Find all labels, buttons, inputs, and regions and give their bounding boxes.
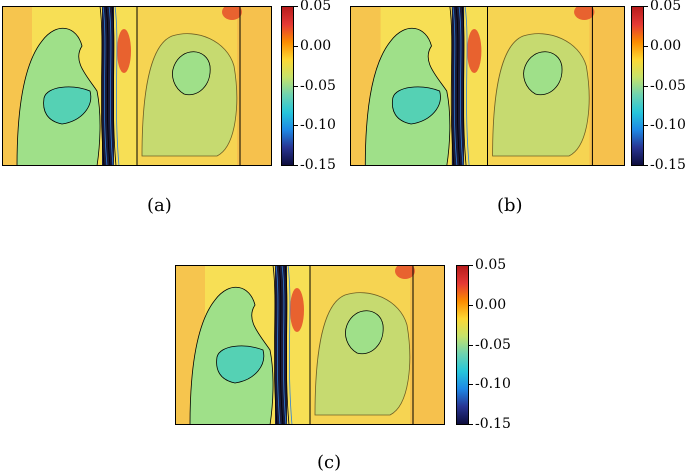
wake-contour bbox=[278, 265, 284, 425]
colorbar-b bbox=[631, 6, 644, 166]
cool-patch bbox=[523, 51, 563, 96]
colorbar-tick-label: 0.05 bbox=[475, 257, 507, 273]
contour-svg-c bbox=[175, 265, 445, 425]
hot-spot bbox=[117, 29, 131, 73]
panel-label-b: (b) bbox=[497, 195, 523, 216]
colorbar-tick-label: 0.00 bbox=[300, 37, 332, 54]
warm-edge-right bbox=[589, 6, 625, 166]
colorbar-tick-label: -0.10 bbox=[300, 117, 336, 134]
panel-label-c: (c) bbox=[317, 452, 342, 473]
wake-contour bbox=[287, 265, 293, 425]
hot-spot-top bbox=[395, 265, 415, 279]
wake-contour bbox=[275, 265, 281, 425]
wake-contour bbox=[272, 265, 278, 425]
hot-spot bbox=[290, 288, 304, 332]
colorbar-tick-label: -0.05 bbox=[300, 77, 336, 94]
wake-contour bbox=[455, 6, 461, 166]
colorbar-tick bbox=[644, 45, 648, 47]
colorbar-tick bbox=[644, 125, 648, 127]
panel-label-a: (a) bbox=[147, 195, 172, 216]
wake-contour bbox=[102, 6, 108, 166]
wake-contour bbox=[284, 265, 290, 425]
contour-map-a bbox=[2, 6, 272, 166]
cold-core bbox=[391, 86, 441, 125]
cool-patch bbox=[345, 310, 384, 355]
colorbar-tick-label: 0.05 bbox=[650, 0, 682, 14]
map-frame bbox=[175, 265, 445, 425]
colorbar-tick-label: -0.15 bbox=[650, 157, 685, 173]
wake-core bbox=[451, 6, 465, 166]
colorbar-tick bbox=[294, 45, 298, 47]
wake-contour bbox=[114, 6, 120, 166]
contour-svg-a bbox=[2, 6, 272, 166]
warm-edge-right bbox=[237, 6, 272, 166]
wake-contour bbox=[281, 265, 287, 425]
colorbar-tick bbox=[294, 85, 298, 87]
colorbar-tick-label: -0.10 bbox=[650, 117, 685, 134]
hot-spot-top bbox=[574, 6, 595, 20]
colorbar-a bbox=[281, 6, 294, 166]
contour-map-b bbox=[350, 6, 625, 166]
wake-contour bbox=[99, 6, 105, 166]
colorbar-tick bbox=[469, 384, 473, 386]
contour-svg-b bbox=[350, 6, 625, 166]
colorbar-tick-label: 0.00 bbox=[475, 296, 507, 313]
contour-map-c bbox=[175, 265, 445, 425]
colorbar-c bbox=[456, 265, 469, 425]
colorbar-tick-label: -0.15 bbox=[475, 416, 511, 432]
colorbar-tick-label: -0.15 bbox=[300, 157, 336, 173]
wake-contour bbox=[464, 6, 470, 166]
hot-spot-top bbox=[222, 6, 242, 20]
colorbar-tick bbox=[469, 265, 473, 266]
colorbar-tick-label: 0.00 bbox=[650, 37, 682, 54]
wake-core bbox=[102, 6, 114, 166]
colorbar-tick-label: -0.05 bbox=[650, 77, 685, 94]
hot-spot bbox=[467, 29, 482, 73]
wake-core bbox=[275, 265, 287, 425]
colorbar-tick bbox=[644, 165, 648, 166]
wake-contour bbox=[111, 6, 117, 166]
cold-core bbox=[216, 345, 265, 384]
colorbar-tick bbox=[469, 304, 473, 306]
colorbar-tick bbox=[469, 424, 473, 425]
map-frame bbox=[350, 6, 625, 166]
colorbar-tick bbox=[294, 6, 298, 7]
cool-patch bbox=[172, 51, 211, 96]
wake-contour bbox=[461, 6, 467, 166]
colorbar-tick bbox=[644, 6, 648, 7]
cold-core bbox=[43, 86, 92, 125]
colorbar-tick bbox=[644, 85, 648, 87]
wake-contour bbox=[449, 6, 455, 166]
map-frame bbox=[2, 6, 272, 166]
colorbar-tick bbox=[294, 165, 298, 166]
colorbar-tick-label: -0.10 bbox=[475, 376, 511, 393]
wake-contour bbox=[105, 6, 111, 166]
colorbar-tick-label: 0.05 bbox=[300, 0, 332, 14]
wake-contour bbox=[458, 6, 464, 166]
colorbar-tick bbox=[294, 125, 298, 127]
wake-contour bbox=[108, 6, 114, 166]
wake-contour bbox=[452, 6, 458, 166]
colorbar-tick-label: -0.05 bbox=[475, 336, 511, 353]
warm-edge-right bbox=[410, 265, 445, 425]
colorbar-tick bbox=[469, 344, 473, 346]
